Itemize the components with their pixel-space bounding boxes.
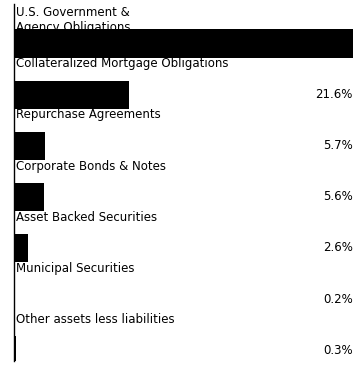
Text: U.S. Government &
Agency Obligations: U.S. Government & Agency Obligations [16,6,130,34]
Text: Municipal Securities: Municipal Securities [16,262,135,275]
Text: 21.6%: 21.6% [315,88,353,101]
Text: Corporate Bonds & Notes: Corporate Bonds & Notes [16,160,166,173]
Bar [14,81,129,109]
Text: 5.7%: 5.7% [323,139,353,152]
Text: Collateralized Mortgage Obligations: Collateralized Mortgage Obligations [16,57,229,70]
Text: Repurchase Agreements: Repurchase Agreements [16,108,161,122]
Text: 5.6%: 5.6% [323,190,353,203]
Text: 0.3%: 0.3% [323,343,353,357]
Bar [14,30,353,58]
Text: Asset Backed Securities: Asset Backed Securities [16,211,157,224]
Bar [14,336,16,364]
Text: 0.2%: 0.2% [323,292,353,306]
Bar [14,285,15,313]
Bar [14,234,28,262]
Bar [14,132,45,160]
Text: 64.0%: 64.0% [316,37,353,50]
Text: 2.6%: 2.6% [323,241,353,254]
Bar [14,183,44,211]
Text: Other assets less liabilities: Other assets less liabilities [16,313,175,326]
